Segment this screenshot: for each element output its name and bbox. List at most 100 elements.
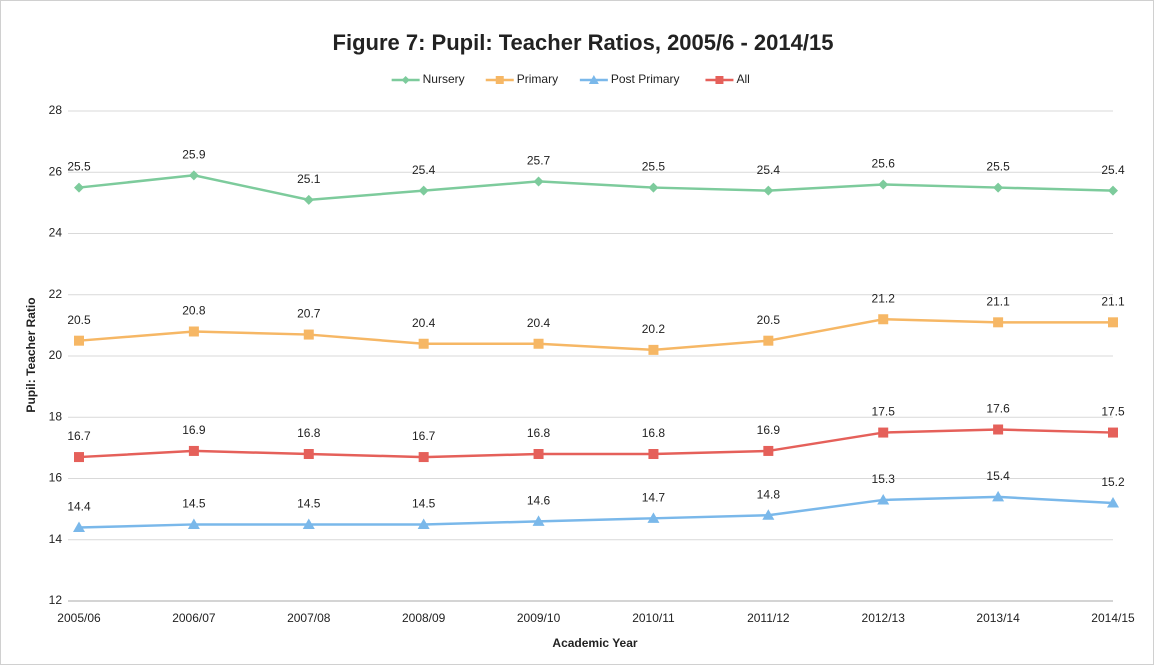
data-point [532,515,545,526]
data-point [878,427,889,438]
data-label: 17.6 [986,402,1010,416]
data-point [993,317,1004,328]
series-line [78,428,1114,459]
data-label: 15.4 [986,469,1010,483]
chart-title: Figure 7: Pupil: Teacher Ratios, 2005/6 … [333,30,834,55]
data-point [303,449,314,459]
data-point [188,326,199,337]
data-label: 16.9 [757,423,781,437]
data-label: 14.8 [757,487,781,501]
data-point [763,185,774,196]
data-point [647,512,660,523]
data-label: 14.5 [297,497,321,511]
data-label: 14.6 [527,494,551,508]
data-label: 20.4 [412,316,436,330]
data-point [992,490,1005,502]
data-label: 25.1 [297,172,321,186]
data-point [1107,497,1119,508]
data-label: 25.5 [986,160,1010,174]
legend-marker [715,76,724,84]
data-label: 16.8 [642,426,666,440]
data-point [74,452,84,463]
data-point [877,493,890,505]
legend-label: Nursery [423,72,465,86]
data-label: 25.4 [757,163,781,177]
data-label: 17.5 [1101,405,1125,419]
data-label: 15.3 [872,472,896,486]
y-tick-label: 16 [49,471,63,485]
data-label: 14.7 [642,490,666,504]
data-label: 25.4 [1101,163,1125,177]
data-label: 17.5 [872,405,896,419]
x-tick-label: 2005/06 [57,611,101,625]
data-point [187,518,200,529]
legend-marker [401,76,410,84]
y-tick-label: 28 [49,103,63,117]
data-point [188,445,199,456]
data-label: 20.5 [67,313,91,327]
data-point [993,424,1004,435]
legend-marker [588,75,599,84]
data-point [1108,185,1118,196]
x-tick-label: 2010/11 [632,611,675,625]
y-tick-label: 20 [49,348,63,362]
series-line [78,495,1114,529]
y-tick-label: 26 [49,164,63,178]
data-point [878,314,889,325]
data-point [303,329,314,340]
data-point [74,335,84,346]
data-point [533,449,544,459]
y-tick-label: 22 [49,287,63,301]
data-label: 25.4 [412,163,436,177]
data-label: 20.4 [527,316,551,330]
x-tick-label: 2007/08 [287,611,331,625]
data-label: 21.2 [872,291,896,305]
y-tick-label: 14 [49,532,63,546]
x-tick-label: 2009/10 [517,611,561,625]
data-point [648,182,659,193]
data-point [533,176,544,187]
series-line [78,317,1113,352]
data-point [762,509,775,520]
data-point [73,521,85,532]
data-point [74,182,84,193]
data-label: 25.5 [642,160,666,174]
y-tick-label: 18 [49,409,63,423]
data-label: 20.8 [182,304,206,318]
data-point [1108,317,1118,328]
x-tick-label: 2011/12 [747,611,790,625]
data-label: 14.5 [412,497,436,511]
data-label: 16.9 [182,423,206,437]
data-point [533,338,544,349]
series-line [78,174,1114,202]
y-tick-label: 12 [49,593,63,607]
data-point [1108,427,1118,438]
data-label: 21.1 [1101,294,1125,308]
data-point [648,344,659,355]
data-point [418,452,429,463]
data-label: 25.5 [67,160,91,174]
legend-marker [495,76,504,84]
data-label: 20.7 [297,307,321,321]
x-axis-title: Academic Year [552,636,638,650]
y-tick-label: 24 [49,226,63,240]
data-point [303,194,314,205]
data-point [418,185,429,196]
data-label: 25.9 [182,147,206,161]
data-label: 25.7 [527,154,551,168]
data-point [878,179,889,190]
data-point [417,518,430,529]
data-label: 16.8 [527,426,551,440]
data-label: 16.7 [67,429,91,443]
data-label: 20.5 [757,313,781,327]
data-point [993,182,1004,193]
data-label: 16.8 [297,426,321,440]
x-tick-label: 2013/14 [976,611,1020,625]
data-label: 25.6 [872,157,896,171]
data-point [763,335,774,346]
data-label: 20.2 [642,322,666,336]
data-label: 15.2 [1101,475,1125,489]
data-label: 14.5 [182,497,206,511]
data-point [763,445,774,456]
